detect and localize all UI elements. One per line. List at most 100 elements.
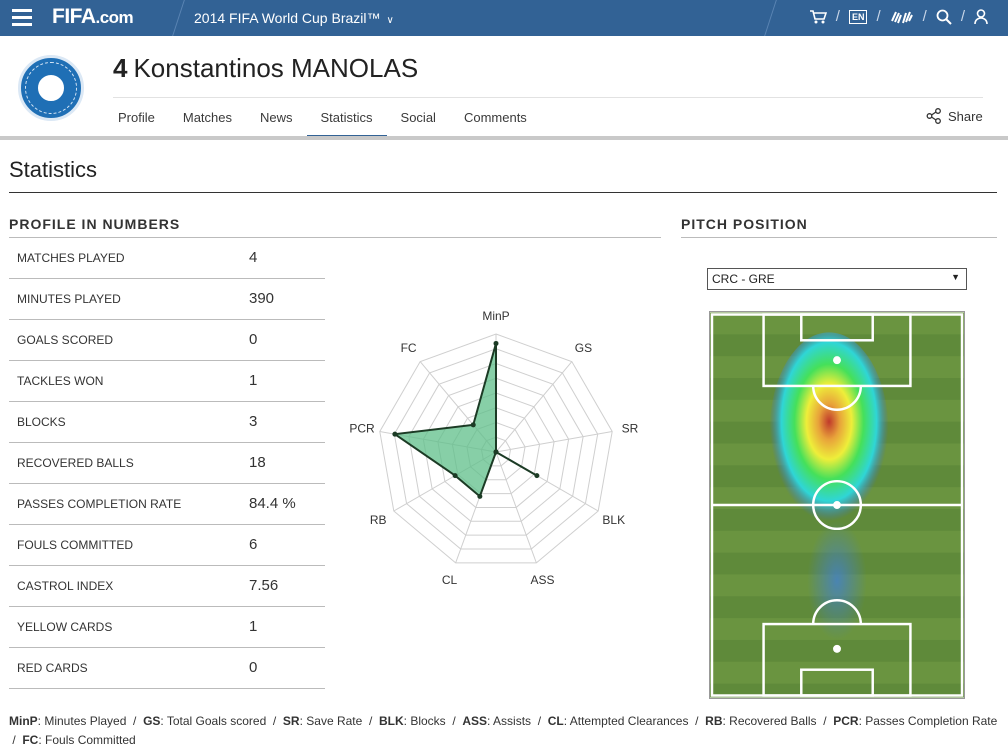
stat-value: 0 — [249, 659, 258, 676]
logo-suffix: .com — [95, 8, 134, 27]
stat-value: 6 — [249, 536, 258, 553]
radar-axis-label: SR — [622, 421, 639, 435]
legend-abbr: PCR — [833, 714, 859, 728]
legend-abbr: FC — [22, 733, 39, 747]
stat-row: MATCHES PLAYED 4 — [9, 238, 325, 279]
radar-grid-ring — [422, 377, 570, 522]
radar-point — [452, 473, 458, 479]
radar-axis-line — [495, 361, 573, 453]
radar-axis-label: RB — [370, 513, 387, 527]
legend-desc: Recovered Balls — [729, 714, 817, 728]
share-button[interactable]: Share — [926, 108, 983, 124]
legend-abbr: BLK — [378, 714, 404, 728]
radar-axis-line — [495, 451, 537, 564]
top-bar: FIFA.com 2014 FIFA World Cup Brazil™ ∨ / … — [0, 0, 1008, 36]
radar-point — [470, 422, 476, 428]
stat-label: TACKLES WON — [17, 374, 104, 388]
radar-axis-label: FC — [401, 341, 417, 355]
search-icon[interactable] — [936, 9, 952, 25]
radar-series-area — [392, 343, 538, 499]
radar-axis-label: BLK — [602, 513, 625, 527]
legend-desc: Attempted Clearances — [569, 714, 689, 728]
logo-main: FIFA — [52, 5, 96, 28]
tab-comments[interactable]: Comments — [463, 110, 527, 125]
stat-value: 3 — [249, 413, 258, 430]
match-select-value: CRC - GRE — [712, 272, 775, 286]
radar-chart: MinP GS SR BLK ASS CL RB PCR FC — [349, 309, 639, 587]
stat-row: YELLOW CARDS 1 — [9, 607, 325, 648]
legend-abbr: ASS — [462, 714, 488, 728]
fifa-logo[interactable]: FIFA.com — [52, 5, 134, 29]
header-border — [0, 136, 1008, 140]
divider — [681, 237, 997, 238]
match-select[interactable]: CRC - GRE ▼ — [707, 268, 967, 290]
legend-abbr: MinP — [9, 714, 38, 728]
legend-abbr: RB — [705, 714, 723, 728]
tab-news[interactable]: News — [260, 110, 293, 125]
radar-grid-ring — [408, 362, 584, 536]
share-label: Share — [948, 108, 983, 124]
stat-label: RED CARDS — [17, 661, 88, 675]
heat-spot-low — [807, 520, 867, 640]
stat-value: 84.4 % — [249, 495, 296, 512]
stats-table: MATCHES PLAYED 4 MINUTES PLAYED 390 GOALS … — [9, 238, 325, 689]
tab-profile[interactable]: Profile — [118, 110, 155, 125]
pitch-heading: PITCH POSITION — [681, 216, 808, 232]
radar-grid-ring — [393, 348, 599, 550]
stat-value: 1 — [249, 618, 258, 635]
radar-axis-label: MinP — [482, 309, 509, 323]
radar-legend: MinP: Minutes Played / GS: Total Goals s… — [9, 714, 998, 747]
penalty-spot — [833, 644, 841, 653]
stat-label: FOULS COMMITTED — [17, 538, 133, 552]
page-title: Statistics — [9, 157, 98, 182]
stat-row: BLOCKS 3 — [9, 402, 325, 443]
divider — [113, 97, 983, 98]
player-number: 4 — [113, 53, 128, 83]
stat-label: CASTROL INDEX — [17, 579, 114, 593]
stat-label: GOALS SCORED — [17, 333, 114, 347]
event-selector[interactable]: 2014 FIFA World Cup Brazil™ ∨ — [194, 10, 394, 26]
tab-matches[interactable]: Matches — [182, 110, 232, 125]
hands-icon[interactable] — [890, 9, 914, 25]
radar-point — [477, 493, 483, 499]
radar-point — [392, 431, 398, 437]
language-icon[interactable]: EN — [848, 9, 868, 24]
legend-desc: Blocks — [410, 714, 446, 728]
stat-label: MINUTES PLAYED — [17, 292, 121, 306]
legend-abbr: GS — [143, 714, 161, 728]
cart-icon[interactable] — [809, 9, 827, 25]
tab-statistics[interactable]: Statistics — [306, 110, 387, 138]
player-name: Konstantinos MANOLAS — [133, 53, 419, 83]
federation-badge — [18, 55, 84, 121]
legend-abbr: CL — [547, 714, 564, 728]
stat-value: 4 — [249, 249, 258, 266]
stat-label: BLOCKS — [17, 415, 66, 429]
stat-row: PASSES COMPLETION RATE 84.4 % — [9, 484, 325, 525]
stat-label: YELLOW CARDS — [17, 620, 113, 634]
stat-value: 0 — [249, 331, 258, 348]
stat-label: MATCHES PLAYED — [17, 251, 125, 265]
radar-grid-ring — [379, 333, 613, 564]
user-icon[interactable] — [974, 8, 988, 25]
legend-desc: Fouls Committed — [45, 733, 136, 747]
divider — [172, 0, 185, 36]
pitch-heatmap — [709, 311, 965, 699]
radar-axis-line — [495, 431, 613, 453]
legend-desc: Minutes Played — [44, 714, 127, 728]
radar-axis-label: PCR — [349, 421, 375, 435]
stat-value: 390 — [249, 290, 275, 307]
stat-row: TACKLES WON 1 — [9, 361, 325, 402]
profile-heading: PROFILE IN NUMBERS — [9, 216, 181, 232]
legend-desc: Save Rate — [306, 714, 363, 728]
player-nav: Profile Matches News Statistics Social C… — [104, 110, 541, 138]
legend-desc: Total Goals scored — [166, 714, 267, 728]
stat-label: PASSES COMPLETION RATE — [17, 497, 182, 511]
radar-axis-label: CL — [442, 573, 458, 587]
radar-point — [534, 473, 540, 479]
stat-value: 1 — [249, 372, 258, 389]
divider — [9, 192, 997, 193]
menu-icon[interactable] — [12, 9, 32, 27]
tab-social[interactable]: Social — [400, 110, 436, 125]
stat-row: RED CARDS 0 — [9, 648, 325, 689]
penalty-spot — [833, 356, 841, 365]
